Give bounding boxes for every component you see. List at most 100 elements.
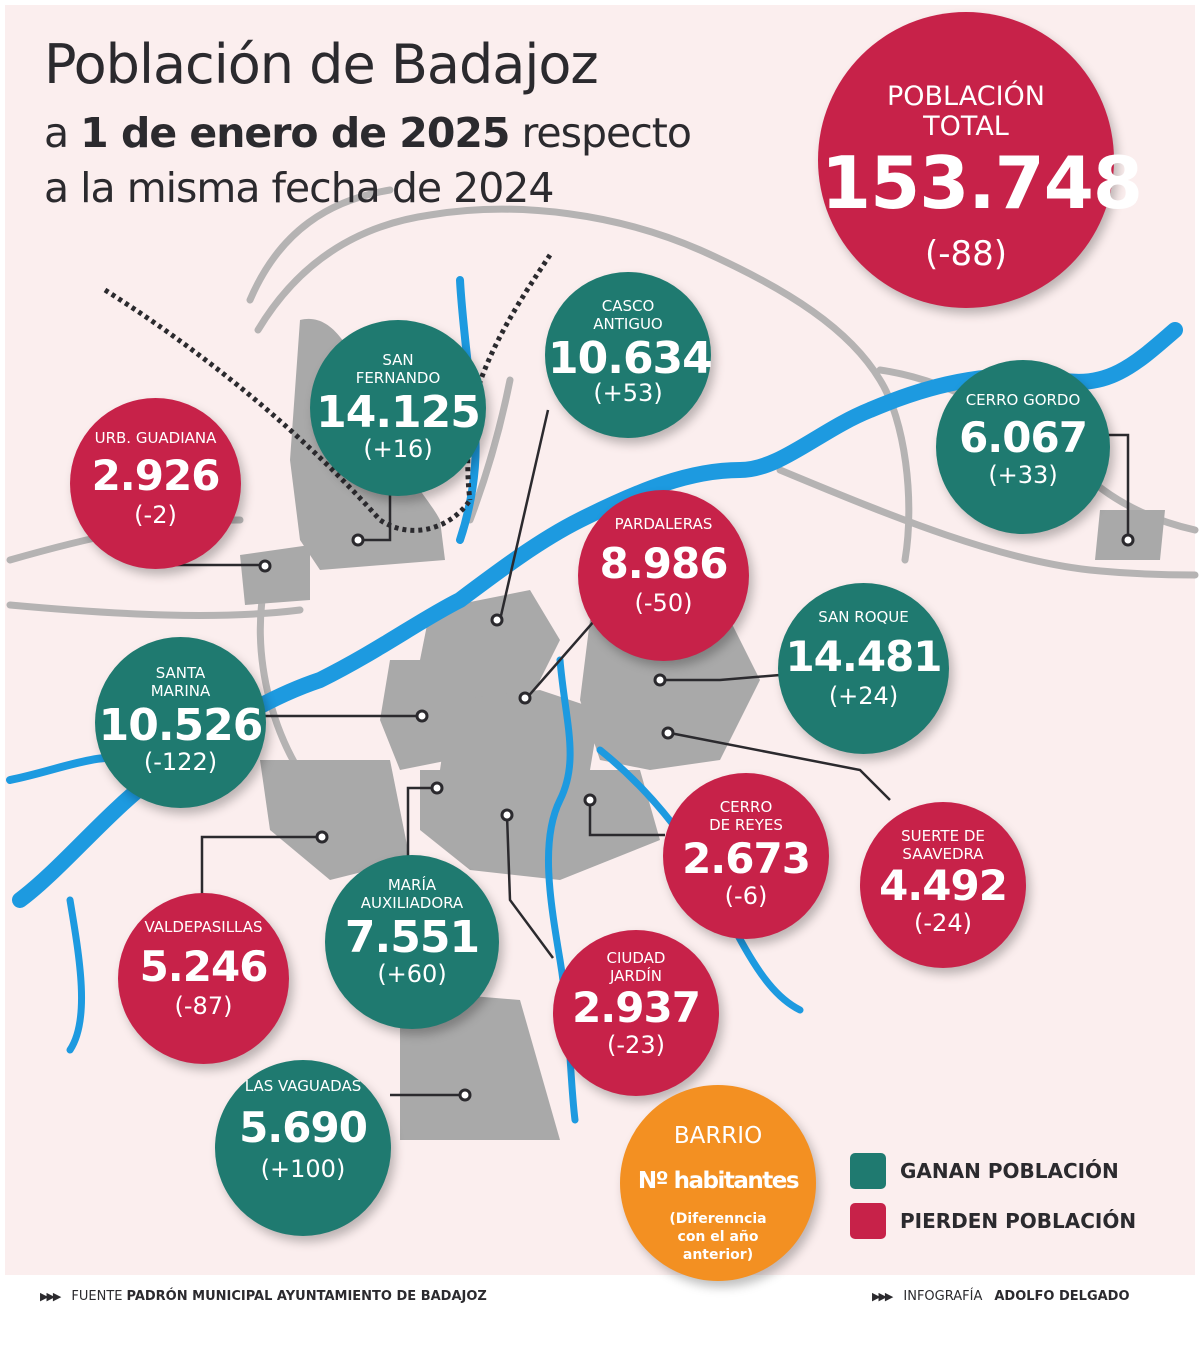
leader-san-fernando [360,490,392,542]
road-loop-north [246,186,394,304]
district-valdepasillas-zone [260,760,410,880]
bubble-name-line1: SUERTE DE [901,827,985,845]
bubble-pardaleras: PARDALERAS 8.986 (-50) [578,490,749,661]
legend-gain-label: GANAN POBLACIÓN [900,1159,1119,1183]
total-label-line1: POBLACIÓN [887,81,1045,112]
bubble-suerte-de-saavedra: SUERTE DE SAAVEDRA 4.492 (-24) [860,802,1026,968]
bubble-name-line1: MARÍA [387,876,437,894]
dot-pardaleras [518,691,532,705]
bubble-name-line2: ANTIGUO [593,315,663,333]
dot-valdepasillas [315,830,329,844]
district-east [580,620,760,770]
page-title: Población de Badajoz [44,33,599,96]
key-note-line3: anterior) [682,1247,754,1263]
legend-gain: GANAN POBLACIÓN [850,1153,1119,1189]
dot-suerte-de-saavedra [661,726,675,740]
bubble-name-line1: SAN [382,351,414,369]
leader-valdepasillas [200,835,320,895]
district-center-north [420,590,560,700]
bubble-name-line1: LAS VAGUADAS [244,1077,362,1095]
railway-west [103,287,473,533]
total-population-bubble: POBLACIÓN TOTAL 153.748 (-88) [818,12,1143,308]
bubble-value: 2.673 [682,834,811,883]
dot-maria-auxiliadora [430,781,444,795]
bubble-change: (-122) [143,748,218,776]
total-label-line2: TOTAL [923,111,1009,142]
road-west-south [6,601,304,619]
key-note-line1: (Diferenncia [669,1211,767,1227]
legend-gain-swatch [850,1153,886,1189]
bubble-value: 4.492 [879,861,1008,910]
bubble-value: 14.481 [785,632,942,681]
bubble-name-line1: SANTA [155,664,206,682]
bubble-value: 2.937 [572,983,701,1032]
dot-san-fernando [351,533,365,547]
dot-urb-guadiana [258,559,272,573]
railway-north [465,253,553,501]
bubble-change: (+100) [260,1155,346,1183]
subtitle-prefix: a [44,109,81,157]
footer-credit-value: ADOLFO DELGADO [994,1289,1130,1304]
bubble-casco-antiguo: CASCO ANTIGUO 10.634 (+53) [545,272,713,438]
bubble-cerro-gordo: CERRO GORDO 6.067 (+33) [936,360,1110,534]
bubble-maria-auxiliadora: MARÍA AUXILIADORA 7.551 (+60) [325,855,499,1029]
bubble-las-vaguadas: LAS VAGUADAS 5.690 (+100) [215,1060,391,1236]
bubble-value: 2.926 [91,451,221,500]
footer-credit: ▶▶▶ INFOGRAFÍA ADOLFO DELGADO [872,1289,1130,1304]
bubble-change: (+16) [363,435,433,463]
bubble-change: (-6) [724,882,768,910]
footer-arrows-icon: ▶▶▶ [872,1290,893,1303]
bubble-change: (-24) [914,909,972,937]
bubble-valdepasillas: VALDEPASILLAS 5.246 (-87) [118,893,289,1064]
subtitle-suffix: respecto [509,109,691,157]
river-branch-southwest [66,896,85,1054]
district-south-center [420,770,660,880]
bubble-san-roque: SAN ROQUE 14.481 (+24) [778,583,949,754]
bubble-name-line1: CIUDAD [606,949,666,967]
bubble-name-line2: MARINA [150,682,211,700]
leader-san-roque [660,673,781,682]
bubble-name-line1: URB. GUADIANA [94,429,217,447]
dot-cerro-gordo [1121,533,1135,547]
footer-credit-label: INFOGRAFÍA [903,1289,983,1304]
key-value: Nº habitantes [637,1168,800,1194]
bubble-change: (-87) [174,992,233,1020]
key-label: BARRIO [673,1123,763,1149]
legend-loss: PIERDEN POBLACIÓN [850,1203,1136,1239]
bubble-name-line1: CERRO [719,798,773,816]
total-change: (-88) [924,234,1008,274]
bubble-name-line2: FERNANDO [355,369,441,387]
bubble-value: 10.634 [548,333,713,384]
bubble-value: 10.526 [98,700,264,751]
dot-casco-antiguo [490,613,504,627]
bubble-santa-marina: SANTA MARINA 10.526 (-122) [95,637,266,808]
leader-ciudad-jardin [505,814,555,959]
leader-casco-antiguo [498,409,550,621]
bubble-change: (+24) [828,682,899,710]
bubble-ciudad-jardin: CIUDAD JARDÍN 2.937 (-23) [553,930,719,1096]
footer-source-value: PADRÓN MUNICIPAL AYUNTAMIENTO DE BADAJOZ [126,1289,487,1304]
key-note-line2: con el año [677,1229,759,1245]
legend-loss-label: PIERDEN POBLACIÓN [900,1209,1137,1233]
leader-cerro-de-reyes [588,800,665,837]
bubble-change: (-2) [134,501,177,529]
subtitle-date: 1 de enero de 2025 [80,109,510,157]
footer-arrows-icon: ▶▶▶ [40,1290,61,1303]
road-east [776,466,1199,579]
location-dots [258,533,1135,1102]
bubble-value: 14.125 [316,387,481,438]
district-vaguadas-zone [400,990,560,1140]
bubble-value: 8.986 [599,539,729,588]
footer-source-label: FUENTE [71,1289,123,1304]
page-subtitle-line2: a la misma fecha de 2024 [44,164,554,212]
bubble-value: 7.551 [344,912,480,963]
bubble-name-line1: CERRO GORDO [965,391,1081,409]
bubble-name-line1: PARDALERAS [614,515,713,533]
bubble-value: 5.690 [239,1103,368,1152]
bubble-urb-guadiana: URB. GUADIANA 2.926 (-2) [70,398,241,569]
bubble-change: (+33) [988,461,1058,489]
leader-pardaleras [524,619,596,701]
bubble-change: (-50) [634,589,693,617]
bubble-name-line1: VALDEPASILLAS [144,918,263,936]
